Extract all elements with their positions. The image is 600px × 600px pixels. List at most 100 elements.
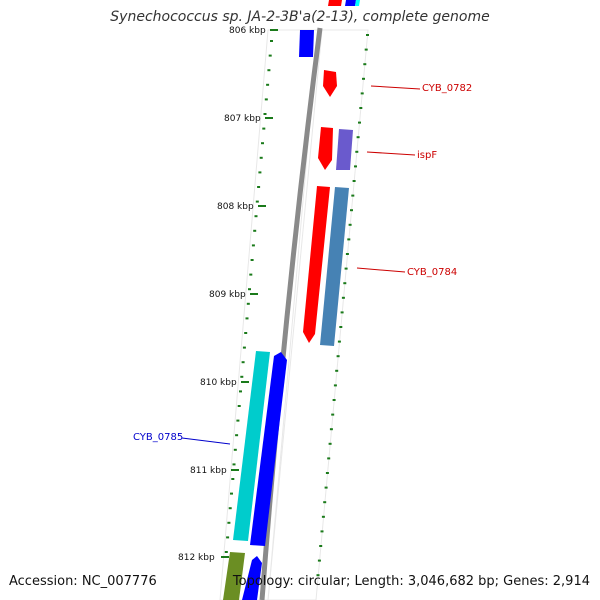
callout-label-ispf[interactable]: ispF xyxy=(417,150,437,161)
tick-dot xyxy=(332,399,336,401)
gene-blue-bottom[interactable] xyxy=(242,556,262,600)
tick-dot xyxy=(226,536,230,539)
tick-dot xyxy=(224,551,228,553)
tick-dot xyxy=(230,492,233,495)
tick-dot xyxy=(344,267,348,270)
gene-top-cyan[interactable] xyxy=(355,0,360,6)
tick-dot xyxy=(329,428,333,431)
inner-strand-genes xyxy=(223,30,314,600)
accession-text: Accession: NC_007776 xyxy=(9,574,157,589)
tick-dot xyxy=(268,54,272,57)
kbp-label-811: 811 kbp xyxy=(190,466,227,476)
kbp-label-810: 810 kbp xyxy=(200,378,237,388)
kbp-label-809: 809 kbp xyxy=(209,290,246,300)
gene-top-red[interactable] xyxy=(328,0,342,6)
tick-dot xyxy=(364,48,368,51)
tick-dot xyxy=(236,419,240,422)
tick-dot xyxy=(245,317,249,320)
tick-dot xyxy=(343,282,347,285)
tick-dot xyxy=(351,194,355,197)
gene-cyb-0782[interactable] xyxy=(323,70,337,97)
tick-dot xyxy=(232,463,236,466)
tick-dot xyxy=(251,244,255,247)
kbp-label-806: 806 kbp xyxy=(229,26,266,36)
tick-dot xyxy=(350,209,353,212)
gene-cyb-0785[interactable] xyxy=(233,351,270,541)
tick-dot xyxy=(239,390,242,393)
kbp-label-808: 808 kbp xyxy=(217,202,254,212)
gene-ispf[interactable] xyxy=(336,129,353,170)
tick-dot xyxy=(249,273,253,276)
tick-dot xyxy=(250,259,254,261)
tick-dot xyxy=(246,302,250,305)
tick-dot xyxy=(347,238,351,241)
callout-line-cyb-0785 xyxy=(181,437,231,445)
tick-dots xyxy=(224,34,369,577)
tick-dot xyxy=(335,369,339,372)
tick-dot xyxy=(327,457,331,460)
tick-dot xyxy=(257,186,261,188)
tick-dot xyxy=(355,150,359,153)
gene-red-long[interactable] xyxy=(303,186,330,343)
gene-callouts: CYB_0782 ispF CYB_0784 CYB_0785 xyxy=(133,83,472,445)
tick-dot xyxy=(240,375,244,378)
tick-dot xyxy=(363,63,367,66)
outer-strand-genes xyxy=(303,0,360,346)
tick-dot xyxy=(319,545,323,547)
tick-dot xyxy=(241,361,245,364)
tick-dot xyxy=(324,486,328,489)
tick-dot xyxy=(356,136,360,139)
tick-dot xyxy=(352,180,356,182)
tick-dot xyxy=(242,346,246,349)
tick-dot xyxy=(366,34,369,36)
callout-line-ispf xyxy=(366,151,416,156)
tick-dot xyxy=(360,92,364,95)
genome-summary-text: Topology: circular; Length: 3,046,682 bp… xyxy=(232,574,590,589)
tick-dot xyxy=(248,288,251,291)
tick-dot xyxy=(266,83,270,86)
tick-dot xyxy=(362,77,365,80)
tick-dot xyxy=(258,171,262,174)
tick-dot xyxy=(235,434,239,437)
tick-dot xyxy=(331,413,335,416)
tick-dot xyxy=(270,40,273,42)
callout-label-cyb-0784[interactable]: CYB_0784 xyxy=(407,267,457,278)
tick-dot xyxy=(325,472,329,474)
tick-dot xyxy=(354,165,357,168)
kbp-label-807: 807 kbp xyxy=(224,114,261,124)
gene-red-808a[interactable] xyxy=(318,127,333,170)
tick-dot xyxy=(337,340,341,343)
tick-dot xyxy=(259,156,263,159)
tick-dot xyxy=(227,521,231,524)
tick-dot xyxy=(321,515,325,518)
tick-dot xyxy=(262,127,266,130)
tick-dot xyxy=(336,355,340,358)
tick-dot xyxy=(263,113,267,115)
outer-track-band xyxy=(267,29,369,600)
tick-dot xyxy=(264,98,268,101)
tick-dot xyxy=(317,559,321,562)
callout-label-cyb-0785[interactable]: CYB_0785 xyxy=(133,432,183,443)
tick-dot xyxy=(253,229,257,232)
gene-blue-810[interactable] xyxy=(250,352,287,546)
gene-olive-bottom[interactable] xyxy=(223,552,245,600)
tick-dot xyxy=(348,223,352,226)
tick-dot xyxy=(267,69,271,72)
kbp-scale: 806 kbp 807 kbp 808 kbp 809 kbp 810 kbp … xyxy=(178,26,278,563)
tick-dot xyxy=(316,574,320,577)
tick-dot xyxy=(261,142,264,145)
gene-blue-top[interactable] xyxy=(299,30,314,57)
genome-backbone xyxy=(259,27,323,600)
gene-cyb-0784[interactable] xyxy=(320,187,349,346)
callout-label-cyb-0782[interactable]: CYB_0782 xyxy=(422,83,472,94)
map-title: Synechococcus sp. JA-2-3B'a(2-13), compl… xyxy=(110,9,490,25)
tick-dot xyxy=(359,107,363,109)
tick-dot xyxy=(231,478,235,480)
tick-dot xyxy=(237,405,241,407)
tick-dot xyxy=(323,501,327,504)
callout-line-cyb-0782 xyxy=(370,85,421,90)
tick-dot xyxy=(228,507,232,510)
tick-dot xyxy=(341,296,345,299)
gene-top-blue[interactable] xyxy=(345,0,356,6)
